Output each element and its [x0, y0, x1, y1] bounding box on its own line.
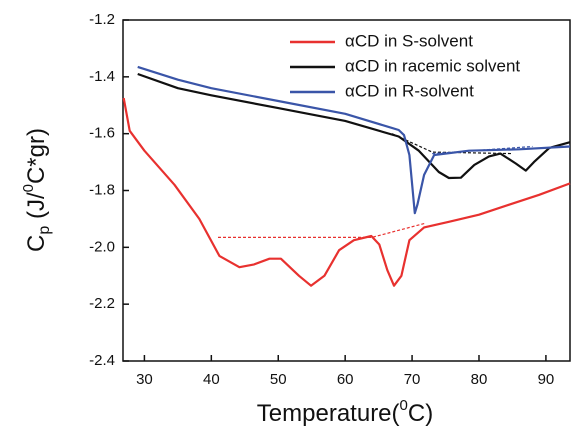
x-axis-label: Temperature(0C) — [257, 397, 433, 427]
x-label-sup: 0 — [400, 397, 408, 414]
y-tick-label: -1.2 — [89, 11, 115, 28]
x-label-text: C) — [408, 400, 433, 427]
y-label-text: (J/ — [23, 192, 50, 226]
x-tick-label: 80 — [471, 371, 488, 388]
series-line — [137, 72, 571, 180]
y-tick-label: -1.4 — [89, 68, 115, 85]
y-axis-label: Cp (J/0C*gr) — [20, 128, 53, 252]
y-tick-label: -1.8 — [89, 181, 115, 198]
x-tick-label: 60 — [337, 371, 354, 388]
x-label-text: Temperature( — [257, 400, 400, 427]
legend-label: αCD in S-solvent — [345, 31, 473, 50]
y-tick-label: -1.6 — [89, 125, 115, 142]
series-line — [137, 65, 571, 215]
legend-label: αCD in R-solvent — [345, 81, 474, 100]
x-tick-label: 50 — [270, 371, 287, 388]
y-label-sub: p — [36, 226, 53, 235]
baseline-dashed — [391, 133, 513, 155]
y-tick-label: -2.4 — [89, 352, 115, 369]
series-line — [122, 97, 571, 287]
x-tick-label: 40 — [203, 371, 220, 388]
y-label-sup: 0 — [20, 184, 37, 192]
y-label-text: C*gr) — [23, 128, 50, 184]
legend-label: αCD in racemic solvent — [345, 56, 520, 75]
x-tick-label: 30 — [136, 371, 153, 388]
x-tick-label: 70 — [404, 371, 421, 388]
x-tick-label: 90 — [538, 371, 555, 388]
y-label-text: C — [23, 235, 50, 252]
baseline-dashed — [218, 222, 426, 238]
y-tick-label: -2.0 — [89, 238, 115, 255]
y-tick-label: -2.2 — [89, 295, 115, 312]
